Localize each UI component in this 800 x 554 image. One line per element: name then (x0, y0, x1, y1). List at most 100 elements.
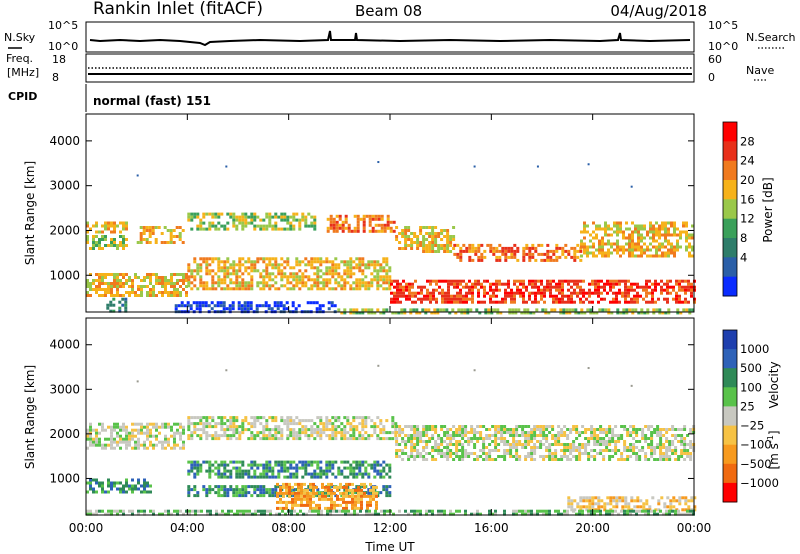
data-cell-band-10 (645, 282, 648, 286)
data-cell-band-6 (297, 488, 300, 492)
data-cell-band-8 (365, 512, 368, 516)
data-cell-band-7 (658, 254, 661, 258)
data-cell-band-2 (413, 443, 417, 446)
data-cell-band-10 (507, 285, 510, 289)
data-cell-band-1 (277, 437, 281, 441)
data-cell-band-2 (506, 428, 510, 431)
data-cell-band-9 (388, 281, 392, 285)
data-cell-band-4 (319, 460, 323, 464)
data-cell-band-2 (680, 428, 684, 431)
data-cell-band-8 (620, 509, 623, 513)
data-cell-band-9 (223, 272, 227, 276)
data-cell-band-2 (602, 455, 606, 458)
data-cell-band-10 (615, 300, 618, 304)
data-cell-band-4 (295, 466, 299, 470)
data-cell-band-1 (322, 425, 326, 429)
data-cell-band-13 (667, 308, 671, 312)
data-cell-band-2 (413, 449, 417, 452)
data-cell-band-6 (348, 500, 351, 504)
data-cell-band-7 (595, 236, 598, 240)
data-cell-band-6 (330, 482, 333, 486)
data-cell-band-8 (419, 509, 422, 513)
data-cell-band-9 (334, 263, 338, 267)
data-cell-band-1 (388, 437, 392, 441)
data-cell-band-4 (199, 469, 203, 473)
data-cell-band-5 (428, 244, 432, 247)
data-cell-band-9 (220, 269, 224, 273)
data-cell-band-1 (364, 437, 368, 441)
data-cell-band-13 (424, 308, 428, 312)
data-cell-band-8 (149, 288, 152, 291)
data-cell-band-1 (379, 437, 383, 441)
data-cell-band-9 (253, 263, 257, 267)
data-cell-band-9 (355, 281, 359, 285)
data-cell-band-9 (241, 287, 245, 291)
data-cell-band-9 (325, 257, 329, 261)
data-cell-band-2 (575, 437, 579, 440)
data-cell-band-10 (471, 285, 474, 289)
data-cell-band-1 (352, 431, 356, 435)
data-cell-band-9 (379, 269, 383, 273)
data-cell-band-8 (92, 512, 95, 516)
data-cell-band-12 (309, 301, 313, 305)
data-cell-band-8 (293, 509, 296, 513)
data-cell-band-2 (668, 449, 672, 452)
data-cell-band-7 (640, 227, 643, 231)
data-cell-band-2 (584, 449, 588, 452)
data-cell-band-9 (286, 287, 290, 291)
data-cell-band-3 (226, 221, 230, 225)
data-cell-band-2 (614, 452, 618, 455)
data-cell-band-3 (265, 212, 269, 216)
data-cell-band-7 (693, 505, 697, 509)
data-cell-band-10 (561, 288, 564, 292)
data-cell-band-1 (364, 425, 368, 429)
data-cell-band-10 (465, 300, 468, 304)
data-cell-band-3 (190, 227, 194, 231)
data-cell-band-4 (386, 220, 390, 224)
data-cell-band-6 (354, 506, 357, 510)
data-cell-band-4 (256, 475, 260, 479)
data-cell-band-0 (164, 425, 167, 429)
data-cell-band-10 (417, 285, 420, 289)
data-cell-band-9 (259, 257, 263, 261)
data-cell-band-10 (690, 288, 693, 292)
data-cell-band-6 (330, 503, 333, 507)
colorbar-swatch (723, 160, 737, 181)
data-cell-band-9 (283, 266, 287, 270)
data-cell-band-2 (437, 437, 441, 440)
data-cell-band-8 (593, 509, 596, 513)
data-cell-band-3 (143, 481, 146, 485)
data-cell-band-10 (396, 285, 399, 289)
data-cell-band-1 (346, 437, 350, 441)
data-cell-band-6 (489, 243, 493, 247)
data-cell-band-1 (217, 416, 221, 420)
data-cell-band-4 (325, 475, 329, 479)
data-cell-band-7 (685, 221, 688, 225)
data-cell-band-4 (235, 469, 239, 473)
data-cell-band-7 (634, 254, 637, 258)
data-cell-band-2 (587, 458, 591, 461)
data-cell-band-2 (503, 443, 507, 446)
data-cell-band-9 (220, 281, 224, 285)
data-cell-band-1 (304, 419, 308, 423)
data-cell-band-1 (113, 238, 116, 241)
data-cell-band-4 (371, 226, 375, 230)
data-cell-band-7 (676, 242, 679, 246)
data-cell-band-1 (331, 416, 335, 420)
data-cell-band-2 (653, 446, 657, 449)
data-cell-band-10 (642, 297, 645, 301)
data-cell-band-10 (576, 294, 579, 298)
data-cell-band-9 (247, 284, 251, 288)
data-cell-band-2 (542, 434, 546, 437)
data-cell-band-1 (241, 422, 245, 426)
data-cell-band-6 (354, 497, 357, 501)
data-cell-band-9 (385, 287, 389, 291)
data-cell-band-4 (329, 214, 333, 218)
data-cell-band-10 (516, 291, 519, 295)
data-cell-band-5 (401, 232, 405, 235)
data-cell-band-0 (182, 440, 185, 444)
data-cell-band-5 (217, 494, 221, 498)
data-cell-band-2 (524, 446, 528, 449)
data-cell-band-10 (522, 279, 525, 283)
data-cell-band-13 (475, 308, 479, 312)
